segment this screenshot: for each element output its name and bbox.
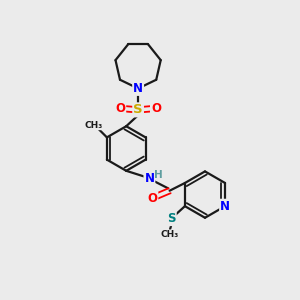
Text: CH₃: CH₃ [161,230,179,239]
Text: H: H [154,170,163,180]
Text: O: O [151,102,161,115]
Text: N: N [144,172,154,185]
Text: O: O [115,102,125,115]
Text: S: S [133,103,143,116]
Text: S: S [167,212,176,225]
Text: N: N [133,82,143,95]
Text: O: O [147,192,158,205]
Text: N: N [220,200,230,213]
Text: CH₃: CH₃ [85,121,103,130]
